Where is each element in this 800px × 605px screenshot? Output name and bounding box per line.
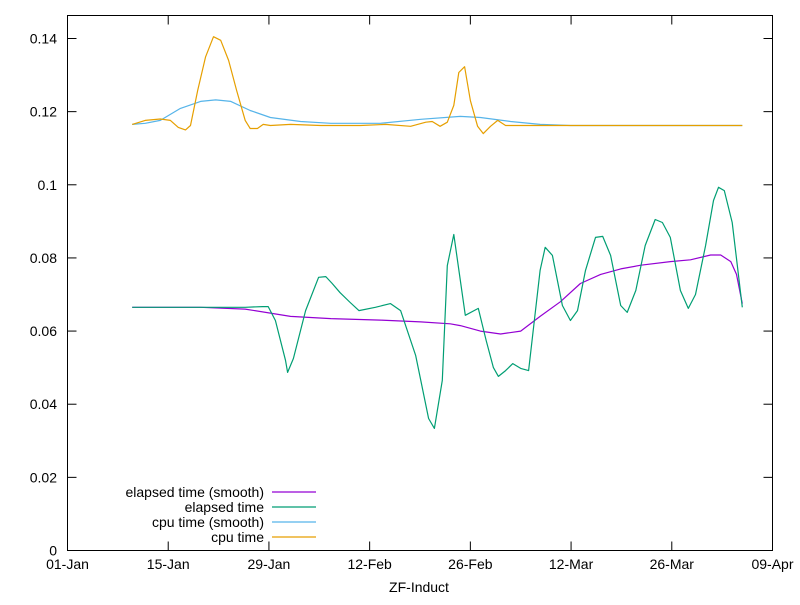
x-tick-label: 26-Feb — [448, 556, 493, 572]
y-tick-label: 0 — [49, 543, 57, 559]
series-line-cpu-time-smooth — [132, 99, 743, 127]
series-line-elapsed-time-smooth — [132, 254, 743, 335]
y-tick-label: 0.14 — [30, 31, 57, 47]
y-tick-label: 0.1 — [38, 177, 58, 193]
plot-border — [67, 15, 773, 551]
series-line-elapsed-time — [132, 186, 743, 429]
legend-label: cpu time — [211, 529, 264, 545]
y-tick-label: 0.12 — [30, 104, 57, 120]
y-tick-label: 0.06 — [30, 323, 57, 339]
x-axis-label: ZF-Induct — [389, 579, 449, 595]
series-line-cpu-time — [132, 36, 743, 135]
x-tick-label: 26-Mar — [650, 556, 695, 572]
legend-label: elapsed time (smooth) — [125, 484, 264, 500]
y-tick-label: 0.02 — [30, 469, 57, 485]
legend-label: elapsed time — [185, 499, 265, 515]
x-tick-label: 01-Jan — [46, 556, 89, 572]
x-tick-label: 29-Jan — [248, 556, 291, 572]
x-tick-label: 09-Apr — [751, 556, 793, 572]
legend-label: cpu time (smooth) — [152, 514, 264, 530]
x-tick-label: 12-Feb — [347, 556, 392, 572]
y-tick-label: 0.08 — [30, 250, 57, 266]
x-tick-label: 12-Mar — [549, 556, 594, 572]
y-tick-label: 0.04 — [30, 396, 57, 412]
x-tick-label: 15-Jan — [147, 556, 190, 572]
